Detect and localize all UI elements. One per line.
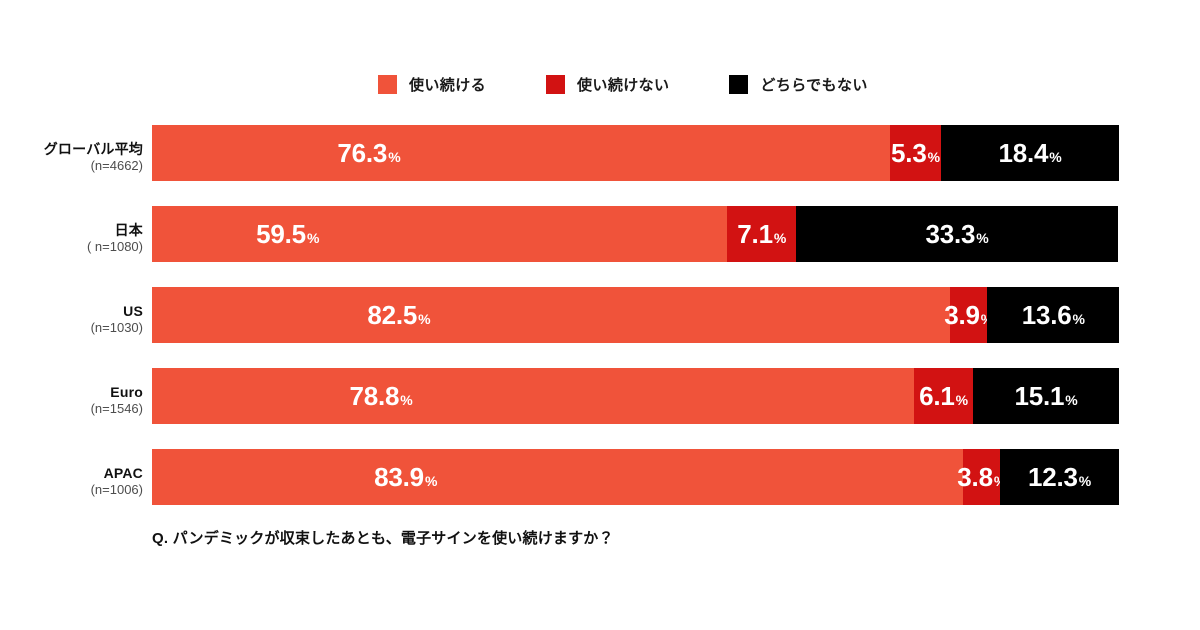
row-label: 日本 ( n=1080) (0, 222, 143, 256)
row-category-name: APAC (103, 464, 143, 481)
chart-row: Euro (n=1546) 78.8% 6.1% 15.1% (0, 360, 1200, 441)
bar-segment-value: 82.5% (367, 300, 431, 330)
bar-segment-neither: 13.6% (987, 287, 1119, 343)
legend-label-keep: 使い続ける (409, 77, 487, 94)
bar-segment-not-keep: 6.1% (913, 368, 973, 424)
row-label: US (n=1030) (0, 303, 143, 337)
bar-segment-neither: 33.3% (796, 206, 1119, 262)
bar-segment-value: 83.9% (374, 462, 438, 492)
legend-item-not-keep: 使い続けない (546, 74, 669, 95)
row-category-name: 日本 (114, 221, 143, 238)
bar-segment-value: 12.3% (1027, 462, 1092, 492)
legend-label-neither: どちらでもない (760, 77, 868, 94)
legend-swatch-neither (729, 75, 749, 94)
bar-segment-neither: 18.4% (941, 125, 1119, 181)
row-label: APAC (n=1006) (0, 465, 143, 499)
stacked-bar: 76.3% 5.3% 18.4% (152, 125, 1119, 181)
bar-segment-not-keep: 3.8% (957, 449, 1006, 505)
bar-segment-neither: 15.1% (972, 368, 1119, 424)
bar-segment-value: 78.8% (349, 381, 413, 411)
bar-segment-value: 18.4% (998, 138, 1062, 168)
legend-swatch-not-keep (546, 75, 566, 94)
bar-segment-not-keep: 3.9% (944, 287, 993, 343)
chart-row: US (n=1030) 82.5% 3.9% 13.6% (0, 279, 1200, 360)
chart-row: APAC (n=1006) 83.9% 3.8% 12.3% (0, 441, 1200, 522)
row-category-name: Euro (110, 383, 143, 400)
chart-legend: 使い続ける 使い続けない どちらでもない (378, 74, 868, 95)
bar-segment-keep: 83.9% (152, 449, 964, 505)
bar-segment-not-keep: 7.1% (727, 206, 797, 262)
bar-segment-value: 13.6% (1021, 300, 1085, 330)
bar-segment-value: 5.3% (891, 138, 940, 168)
bar-segment-value: 6.1% (919, 381, 968, 411)
chart-question-caption: Q. パンデミックが収束したあとも、電子サインを使い続けますか？ (152, 530, 614, 547)
row-label: グローバル平均 (n=4662) (0, 141, 143, 175)
bar-segment-neither: 12.3% (1000, 449, 1119, 505)
legend-item-keep: 使い続ける (378, 74, 486, 95)
stacked-bar: 82.5% 3.9% 13.6% (152, 287, 1119, 343)
legend-label-not-keep: 使い続けない (577, 77, 670, 94)
chart-plot-area: グローバル平均 (n=4662) 76.3% 5.3% 18.4% 日本 ( n… (0, 117, 1200, 522)
row-sample-size: (n=1546) (90, 401, 143, 417)
bar-segment-value: 3.8% (957, 462, 1006, 492)
row-label: Euro (n=1546) (0, 384, 143, 418)
stacked-bar: 78.8% 6.1% 15.1% (152, 368, 1119, 424)
legend-swatch-keep (378, 75, 397, 94)
bar-segment-keep: 78.8% (152, 368, 914, 424)
bar-segment-not-keep: 5.3% (889, 125, 942, 181)
legend-item-neither: どちらでもない (729, 74, 867, 95)
row-sample-size: ( n=1080) (86, 239, 143, 255)
row-sample-size: (n=1030) (90, 320, 143, 336)
row-category-name: US (123, 302, 143, 319)
row-sample-size: (n=1006) (90, 482, 143, 498)
stacked-bar: 83.9% 3.8% 12.3% (152, 449, 1119, 505)
bar-segment-value: 76.3% (337, 138, 401, 168)
bar-segment-value: 33.3% (925, 219, 989, 249)
bar-segment-value: 15.1% (1014, 381, 1078, 411)
bar-segment-keep: 59.5% (152, 206, 728, 262)
bar-segment-keep: 76.3% (152, 125, 890, 181)
row-category-name: グローバル平均 (43, 140, 143, 157)
stacked-bar: 59.5% 7.1% 33.3% (152, 206, 1119, 262)
chart-row: 日本 ( n=1080) 59.5% 7.1% 33.3% (0, 198, 1200, 279)
row-sample-size: (n=4662) (90, 158, 143, 174)
bar-segment-value: 7.1% (737, 219, 787, 249)
chart-row: グローバル平均 (n=4662) 76.3% 5.3% 18.4% (0, 117, 1200, 198)
bar-segment-keep: 82.5% (152, 287, 950, 343)
bar-segment-value: 3.9% (944, 300, 993, 330)
bar-segment-value: 59.5% (256, 219, 320, 249)
